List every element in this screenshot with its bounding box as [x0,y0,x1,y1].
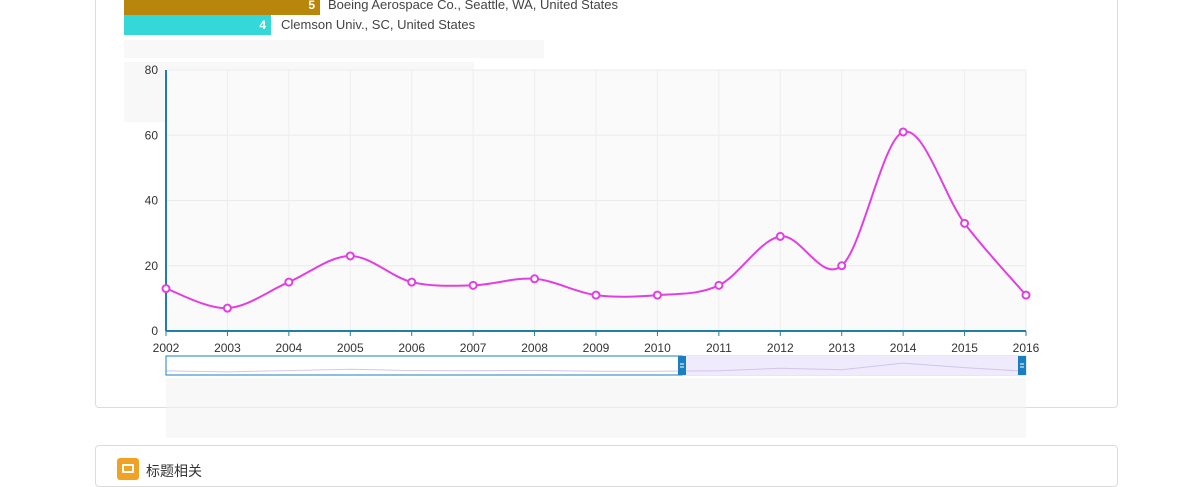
x-tick-label: 2003 [214,341,241,355]
x-tick-label: 2008 [521,341,548,355]
data-point [714,280,724,290]
x-tick-label: 2005 [337,341,364,355]
x-tick-label: 2011 [706,341,732,355]
data-point [530,274,540,284]
y-tick-label: 40 [145,194,159,208]
data-point [775,231,785,241]
zoom-preview-line [165,362,1027,373]
data-point [837,261,847,271]
x-tick-label: 2013 [828,341,855,355]
y-tick-label: 0 [151,324,158,338]
data-point [1021,290,1031,300]
data-point [161,284,171,294]
data-point [468,280,478,290]
data-point [345,251,355,261]
zoom-handle-left[interactable] [678,356,686,375]
bar-fill-2: 4 [124,15,271,35]
y-tick-label: 20 [145,259,159,273]
x-tick-label: 2010 [644,341,671,355]
data-point [591,290,601,300]
title-section-panel: 标题相关 [95,445,1118,487]
ghost-overlay-a [124,40,544,58]
data-point [284,277,294,287]
bar-label-1: Boeing Aerospace Co., Seattle, WA, Unite… [328,0,619,12]
data-point [652,290,662,300]
ghost-overlay-d [166,378,1026,438]
x-tick-label: 2014 [890,341,917,355]
data-point [222,303,232,313]
bar-fill-1: 5 [124,0,320,15]
data-point [407,277,417,287]
y-tick-label: 60 [145,128,159,142]
bar-label-2: Clemson Univ., SC, United States [281,17,476,32]
x-tick-label: 2009 [583,341,610,355]
x-tick-label: 2006 [398,341,425,355]
zoom-shade [682,356,1026,375]
y-tick-label: 80 [145,63,159,77]
line-chart: 0 20 40 60 80 2002 2003 2004 2005 2006 2007 2008 200… [145,63,1040,376]
x-tick-label: 2002 [153,341,180,355]
document-icon [117,458,139,480]
x-tick-label: 2015 [951,341,978,355]
zoom-handle-right[interactable] [1018,356,1026,375]
section-title: 标题相关 [146,464,202,480]
x-tick-label: 2004 [276,341,303,355]
data-point [898,127,908,137]
data-point [960,218,970,228]
x-tick-label: 2012 [767,341,794,355]
x-tick-label: 2007 [460,341,487,355]
x-tick-label: 2016 [1013,341,1040,355]
